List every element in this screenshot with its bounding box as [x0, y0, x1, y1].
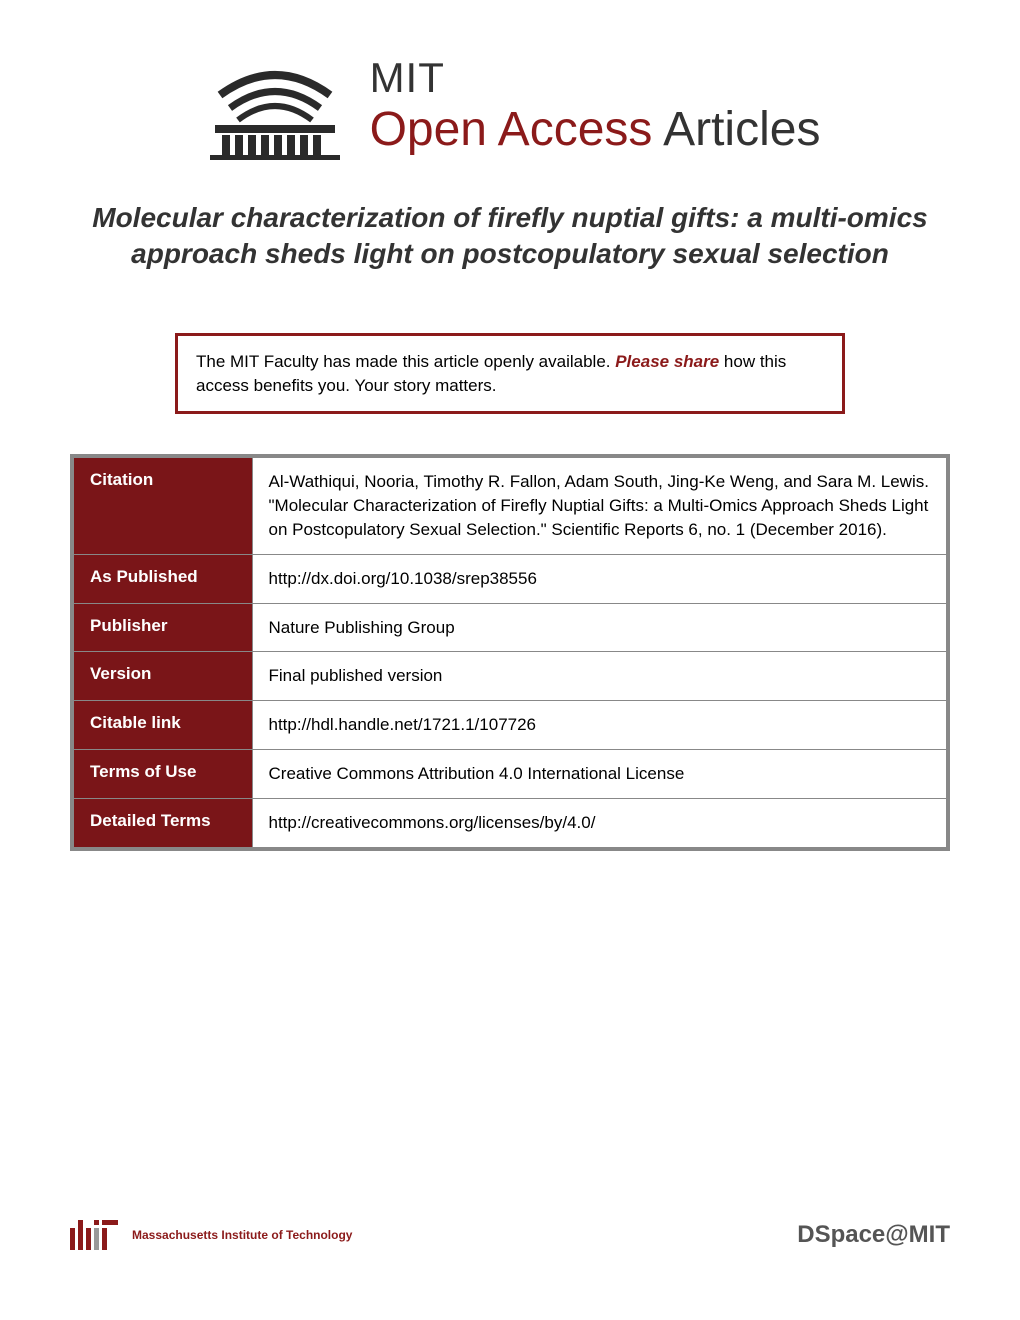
- open-access-label: Open Access Articles: [370, 102, 821, 157]
- detailed-terms-value[interactable]: http://creativecommons.org/licenses/by/4…: [252, 798, 948, 848]
- table-row: As Published http://dx.doi.org/10.1038/s…: [72, 554, 948, 603]
- citable-link-label: Citable link: [72, 701, 252, 750]
- dome-icon: [200, 50, 350, 160]
- as-published-value[interactable]: http://dx.doi.org/10.1038/srep38556: [252, 554, 948, 603]
- citation-label: Citation: [72, 456, 252, 554]
- citation-value: Al-Wathiqui, Nooria, Timothy R. Fallon, …: [252, 456, 948, 554]
- header-logo: MIT Open Access Articles: [0, 0, 1020, 160]
- open-access-red: Open Access: [370, 103, 653, 156]
- mit-footer-text: Massachusetts Institute of Technology: [132, 1228, 352, 1242]
- table-row: Publisher Nature Publishing Group: [72, 603, 948, 652]
- mit-footer-logo: Massachusetts Institute of Technology: [70, 1220, 352, 1250]
- terms-of-use-value: Creative Commons Attribution 4.0 Interna…: [252, 749, 948, 798]
- terms-of-use-label: Terms of Use: [72, 749, 252, 798]
- version-value: Final published version: [252, 652, 948, 701]
- table-row: Terms of Use Creative Commons Attributio…: [72, 749, 948, 798]
- publisher-value: Nature Publishing Group: [252, 603, 948, 652]
- table-row: Citable link http://hdl.handle.net/1721.…: [72, 701, 948, 750]
- please-share-link[interactable]: Please share: [615, 352, 719, 371]
- footer: Massachusetts Institute of Technology DS…: [70, 1220, 950, 1250]
- table-row: Citation Al-Wathiqui, Nooria, Timothy R.…: [72, 456, 948, 554]
- mit-bars-icon: [70, 1220, 120, 1250]
- as-published-label: As Published: [72, 554, 252, 603]
- version-label: Version: [72, 652, 252, 701]
- citable-link-value[interactable]: http://hdl.handle.net/1721.1/107726: [252, 701, 948, 750]
- header-text: MIT Open Access Articles: [370, 54, 821, 157]
- metadata-table: Citation Al-Wathiqui, Nooria, Timothy R.…: [70, 454, 950, 850]
- share-box: The MIT Faculty has made this article op…: [175, 333, 845, 415]
- share-prefix: The MIT Faculty has made this article op…: [196, 352, 615, 371]
- table-row: Detailed Terms http://creativecommons.or…: [72, 798, 948, 848]
- dspace-text: DSpace@MIT: [797, 1221, 950, 1249]
- article-title: Molecular characterization of firefly nu…: [0, 160, 1020, 303]
- articles-text: Articles: [652, 103, 820, 156]
- publisher-label: Publisher: [72, 603, 252, 652]
- detailed-terms-label: Detailed Terms: [72, 798, 252, 848]
- table-row: Version Final published version: [72, 652, 948, 701]
- mit-label: MIT: [370, 54, 821, 102]
